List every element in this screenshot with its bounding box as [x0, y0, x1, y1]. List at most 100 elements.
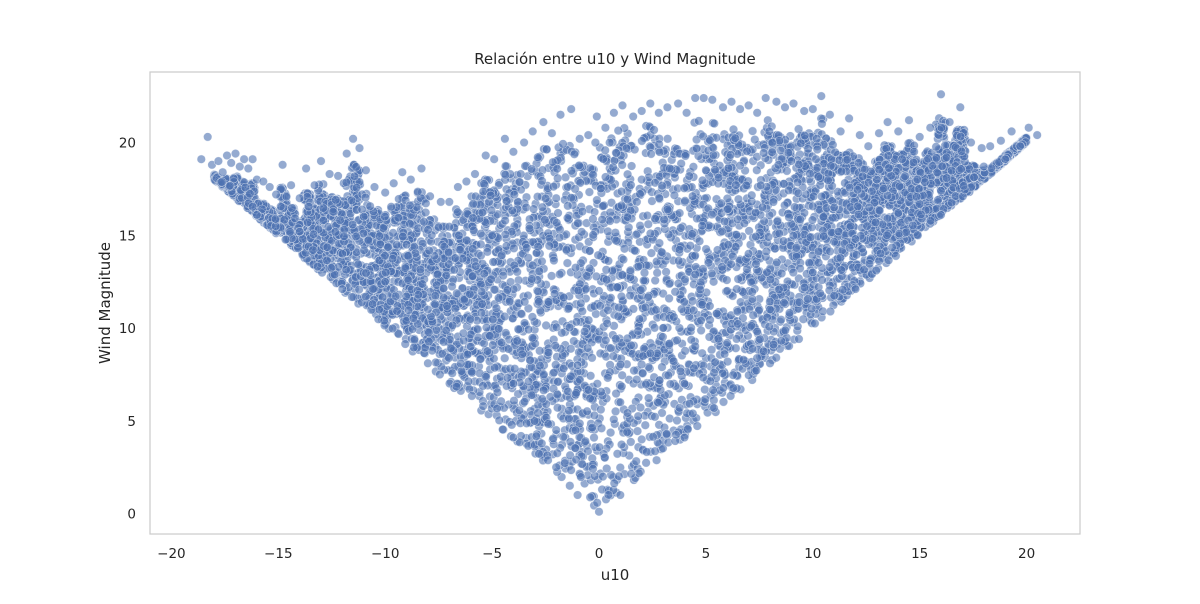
scatter-point-fill	[795, 214, 805, 224]
scatter-point-fill	[700, 385, 710, 395]
scatter-point-fill	[662, 134, 673, 144]
scatter-point-fill	[674, 256, 684, 266]
scatter-point-fill	[478, 381, 488, 391]
scatter-point-fill	[652, 268, 662, 278]
scatter-point-fill	[478, 401, 488, 411]
scatter-point-fill	[735, 161, 745, 171]
scatter-point-fill	[601, 265, 611, 275]
scatter-point-fill	[763, 232, 774, 242]
scatter-point-fill	[598, 472, 608, 482]
scatter-point-fill	[770, 244, 780, 254]
scatter-point-fill	[501, 161, 511, 171]
scatter-point-fill	[717, 368, 728, 378]
scatter-point-fill	[758, 346, 769, 356]
scatter-point-fill	[514, 405, 524, 416]
scatter-point-fill	[631, 230, 641, 240]
scatter-point-fill	[447, 368, 457, 378]
scatter-point-fill	[281, 192, 292, 202]
scatter-point-fill	[651, 455, 662, 465]
scatter-point-fill	[458, 328, 469, 338]
scatter-point-fill	[641, 458, 651, 468]
scatter-point-fill	[672, 415, 682, 426]
scatter-point-fill	[596, 423, 607, 433]
scatter-point-fill	[603, 226, 613, 236]
scatter-point-fill	[635, 189, 645, 199]
scatter-point-fill	[409, 335, 420, 345]
scatter-point-fill	[541, 320, 551, 331]
scatter-point-fill	[603, 490, 614, 500]
scatter-point-fill	[692, 144, 702, 154]
scatter-point-fill	[725, 391, 736, 401]
scatter-point-fill	[561, 245, 572, 255]
scatter-point-fill	[550, 289, 560, 299]
scatter-point-fill	[637, 136, 647, 146]
scatter-point-fill	[509, 243, 519, 253]
scatter-point-fill	[751, 232, 761, 242]
scatter-point-fill	[341, 177, 351, 187]
scatter-point-fill	[516, 169, 526, 179]
scatter-point-fill	[500, 353, 510, 363]
scatter-point-fill	[590, 138, 601, 148]
scatter-point-fill	[587, 423, 597, 433]
scatter-point-fill	[709, 368, 719, 378]
scatter-point-fill	[626, 161, 637, 171]
scatter-point-fill	[571, 317, 582, 327]
scatter-point-fill	[507, 420, 517, 430]
scatter-point-fill	[541, 144, 552, 154]
scatter-point-fill	[812, 134, 822, 144]
scatter-point-fill	[564, 413, 574, 423]
scatter-point-fill	[537, 256, 547, 267]
scatter-point-fill	[752, 353, 762, 363]
scatter-point-fill	[688, 408, 698, 419]
scatter-point-fill	[533, 408, 543, 418]
scatter-point-fill	[765, 297, 775, 307]
scatter-point-fill	[613, 126, 623, 136]
scatter-point-fill	[672, 335, 682, 345]
scatter-point-fill	[684, 171, 694, 181]
scatter-point-fill	[566, 465, 576, 475]
scatter-point-fill	[558, 139, 568, 149]
scatter-point-fill	[706, 345, 717, 355]
scatter-point-fill	[649, 323, 660, 333]
scatter-point-fill	[933, 195, 943, 205]
scatter-point-fill	[439, 337, 449, 347]
scatter-point-fill	[521, 202, 531, 212]
scatter-point-fill	[689, 305, 699, 316]
scatter-point-fill	[643, 393, 654, 403]
scatter-point-fill	[394, 329, 404, 339]
scatter-point-fill	[723, 163, 734, 173]
scatter-point-fill	[799, 282, 810, 293]
scatter-points	[196, 89, 1042, 517]
scatter-point-fill	[605, 428, 616, 438]
scatter-point-fill	[696, 325, 706, 336]
scatter-point-fill	[481, 372, 491, 382]
scatter-point-fill	[479, 338, 489, 349]
scatter-point-fill	[912, 230, 923, 240]
scatter-point-fill	[782, 166, 792, 176]
scatter-point-fill	[565, 481, 575, 491]
scatter-point-fill	[650, 275, 660, 286]
scatter-point-fill	[709, 395, 719, 405]
scatter-point-fill	[622, 169, 633, 179]
scatter-point-fill	[616, 291, 627, 302]
scatter-point-fill	[780, 325, 790, 336]
scatter-point-fill	[598, 154, 608, 164]
scatter-point-fill	[776, 268, 787, 279]
scatter-point-fill	[421, 207, 431, 218]
scatter-point-fill	[793, 188, 803, 198]
scatter-point-fill	[650, 412, 660, 422]
scatter-point-fill	[589, 433, 599, 443]
scatter-point-fill	[772, 216, 782, 227]
scatter-point-fill	[646, 248, 657, 258]
scatter-point-fill	[497, 338, 507, 348]
scatter-point-fill	[527, 312, 538, 322]
scatter-point-fill	[657, 362, 667, 372]
scatter-point-fill	[774, 228, 784, 238]
scatter-point-fill	[650, 446, 660, 456]
scatter-point-fill	[625, 290, 635, 301]
scatter-point-fill	[674, 208, 685, 218]
scatter-point-fill	[447, 281, 457, 292]
scatter-point-fill	[635, 221, 645, 231]
scatter-point-fill	[608, 162, 618, 172]
